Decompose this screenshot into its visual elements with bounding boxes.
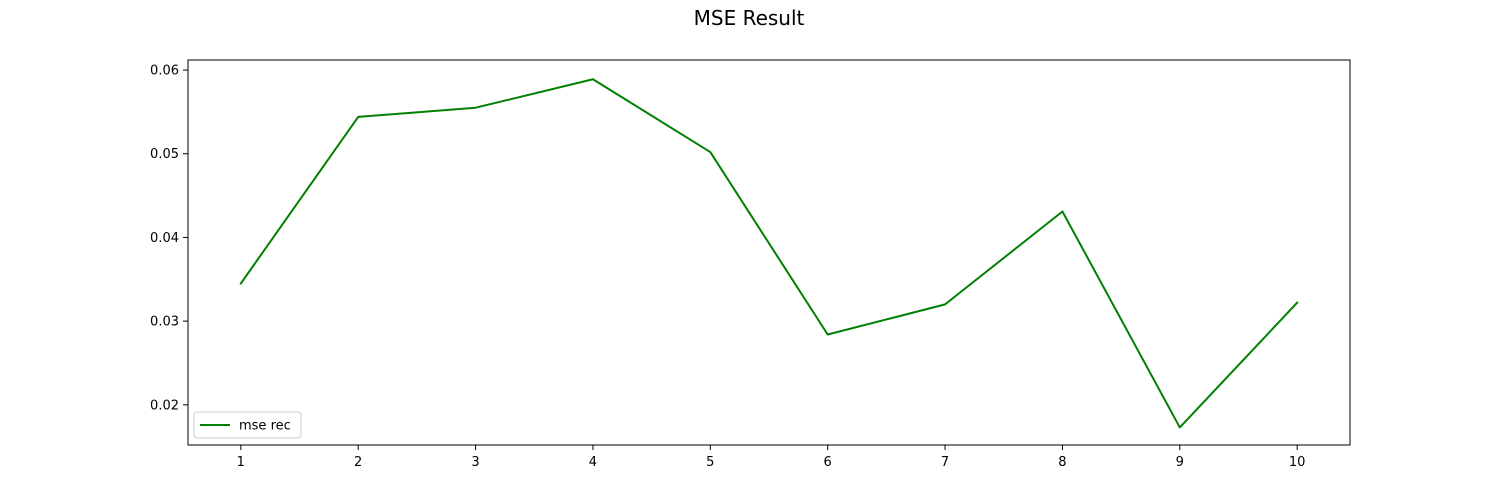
y-tick-label: 0.03	[150, 315, 179, 330]
x-tick-label: 4	[589, 455, 597, 470]
y-tick-label: 0.02	[150, 398, 179, 413]
x-tick-label: 9	[1176, 455, 1184, 470]
plot-frame	[187, 59, 1351, 446]
x-tick-label: 8	[1058, 455, 1066, 470]
y-axis-ticks: 0.02 0.03 0.04 0.05 0.06	[150, 64, 188, 413]
y-tick-label: 0.05	[150, 147, 179, 162]
legend-box	[193, 411, 302, 439]
y-tick-label: 0.04	[150, 231, 179, 246]
series-line-mse-rec	[239, 78, 1299, 429]
x-axis-ticks: 1 2 3 4 5 6 7 8 9 10	[237, 445, 1306, 470]
x-tick-label: 10	[1289, 455, 1306, 470]
legend: mse rec	[193, 411, 302, 439]
x-tick-label: 2	[354, 455, 362, 470]
x-tick-label: 6	[824, 455, 832, 470]
x-tick-label: 1	[237, 455, 245, 470]
y-tick-label: 0.06	[150, 64, 179, 79]
legend-label: mse rec	[239, 419, 291, 434]
chart-title: MSE Result	[694, 6, 805, 30]
series-layer	[239, 78, 1299, 429]
x-tick-label: 5	[706, 455, 714, 470]
x-tick-label: 3	[471, 455, 479, 470]
x-tick-label: 7	[941, 455, 949, 470]
